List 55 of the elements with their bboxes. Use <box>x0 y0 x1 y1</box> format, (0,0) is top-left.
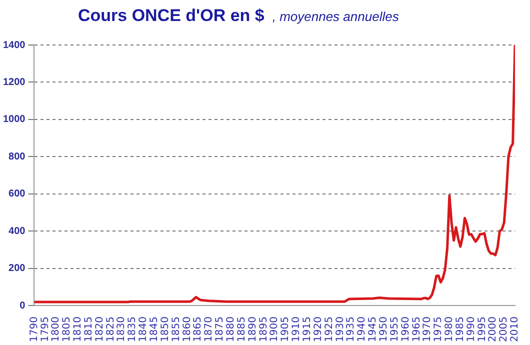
x-tick-label: 1985 <box>454 316 466 342</box>
x-tick-label: 1800 <box>50 316 62 342</box>
x-tick-label: 1940 <box>356 316 368 342</box>
x-tick-label: 1810 <box>72 316 84 342</box>
x-tick-label: 1820 <box>94 316 106 342</box>
x-tick-label: 1930 <box>334 316 346 342</box>
x-tick-label: 1945 <box>368 316 379 342</box>
x-tick-label: 1880 <box>226 316 237 342</box>
x-tick-label: 1790 <box>28 316 40 342</box>
chart-title: Cours ONCE d'OR en $ <box>78 6 264 25</box>
x-tick-label: 1995 <box>476 316 488 342</box>
x-tick-label: 2010 <box>510 316 521 342</box>
x-tick-label: 1805 <box>62 316 73 342</box>
x-tick-label: 1950 <box>378 316 390 342</box>
x-tick-label: 1875 <box>214 316 226 342</box>
x-tick-label: 1900 <box>269 316 280 342</box>
x-tick-label: 1915 <box>302 316 313 342</box>
x-tick-label: 1980 <box>444 316 456 342</box>
y-tick-label: 400 <box>8 226 26 237</box>
x-tick-label: 1885 <box>236 316 248 342</box>
x-tick-label: 1955 <box>389 316 400 342</box>
y-tick-label: 1200 <box>2 76 26 88</box>
x-tick-label: 1840 <box>138 316 150 342</box>
x-tick-label: 1830 <box>116 316 128 342</box>
x-tick-label: 1990 <box>466 316 477 342</box>
x-tick-label: 1850 <box>160 316 171 342</box>
x-tick-label: 1845 <box>149 316 160 342</box>
x-tick-label: 1965 <box>411 316 422 342</box>
chart-subtitle: , moyennes annuelles <box>272 9 399 24</box>
x-tick-label: 1860 <box>182 316 193 342</box>
y-tick-label: 800 <box>8 151 26 162</box>
x-tick-label: 1925 <box>324 316 335 342</box>
y-tick-label: 1400 <box>2 40 26 51</box>
x-tick-label: 1855 <box>170 316 182 342</box>
y-tick-label: 600 <box>8 188 26 200</box>
y-tick-label: 200 <box>8 263 26 274</box>
x-tick-label: 1970 <box>422 316 434 342</box>
x-tick-label: 1910 <box>291 316 302 342</box>
x-tick-label: 1960 <box>400 316 412 342</box>
x-tick-label: 1895 <box>258 316 270 342</box>
x-tick-label: 1825 <box>105 316 116 342</box>
x-tick-label: 1815 <box>83 316 94 342</box>
x-tick-label: 1975 <box>433 316 444 342</box>
x-tick-label: 1920 <box>312 316 324 342</box>
x-tick-label: 1835 <box>127 316 138 342</box>
y-tick-label: 1000 <box>2 114 26 126</box>
x-tick-label: 2005 <box>498 316 510 342</box>
x-tick-label: 1935 <box>346 316 357 342</box>
x-tick-label: 2000 <box>488 316 499 342</box>
y-tick-label: 0 <box>20 300 26 312</box>
x-tick-label: 1890 <box>247 316 258 342</box>
x-tick-label: 1795 <box>40 316 51 342</box>
x-tick-label: 1865 <box>192 316 204 342</box>
x-tick-label: 1905 <box>280 316 292 342</box>
x-tick-label: 1870 <box>204 316 215 342</box>
